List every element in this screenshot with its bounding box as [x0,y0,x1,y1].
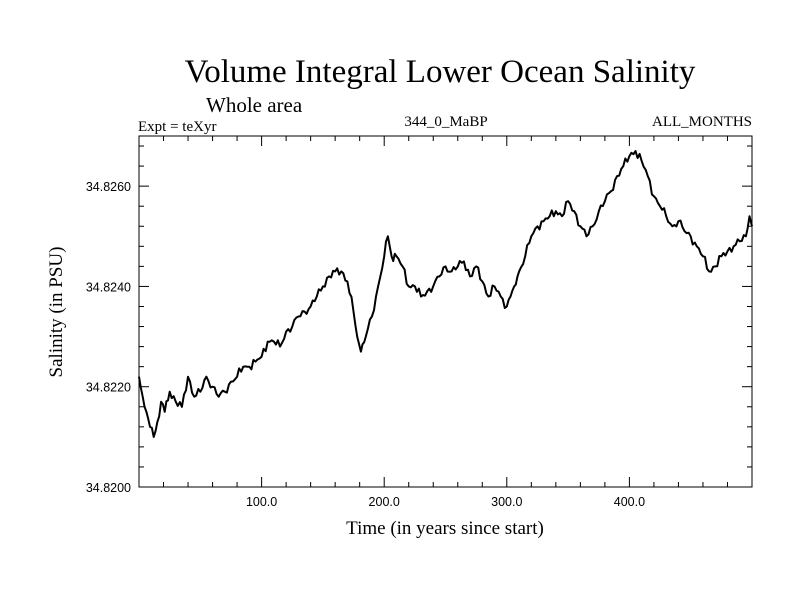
chart-subtitle: Whole area [206,93,303,117]
x-tick-label: 200.0 [369,495,400,509]
y-tick-label: 34.8260 [86,180,131,194]
x-tick-label: 400.0 [614,495,645,509]
plot-frame [138,135,753,488]
y-tick-label: 34.8240 [86,280,131,294]
label-right: ALL_MONTHS [652,114,752,130]
x-axis-label: Time (in years since start) [346,518,544,539]
x-tick-label: 300.0 [491,495,522,509]
y-tick-label: 34.8220 [86,381,131,395]
axis-ticks [139,136,752,487]
axis-tick-labels: 100.0 200.0 300.0 400.0 34.8200 34.8220 34.824… [86,180,645,509]
label-center: 344_0_MaBP [404,114,487,130]
x-tick-label: 100.0 [246,495,277,509]
chart-title: Volume Integral Lower Ocean Salinity [185,54,696,90]
series-line [138,150,753,438]
y-axis-label: Salinity (in PSU) [46,247,67,378]
label-left: Expt = teXyr [138,119,216,135]
y-tick-label: 34.8200 [86,481,131,495]
